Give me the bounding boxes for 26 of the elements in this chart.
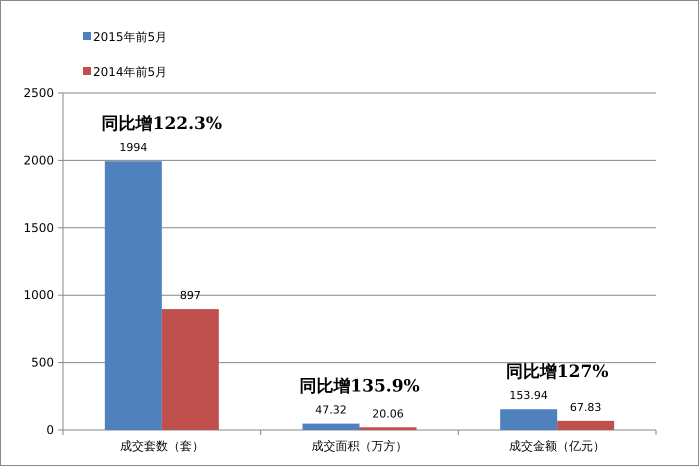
bar xyxy=(302,424,360,430)
legend-label: 2014年前5月 xyxy=(93,65,168,79)
x-tick-label: 成交套数（套） xyxy=(120,439,204,453)
bar xyxy=(360,427,416,430)
data-label: 20.06 xyxy=(372,407,404,420)
bar xyxy=(104,161,162,430)
y-tick-label: 1000 xyxy=(23,288,54,302)
y-tick-label: 0 xyxy=(46,423,54,437)
data-label: 67.83 xyxy=(570,400,602,414)
data-label: 47.32 xyxy=(315,404,347,417)
y-tick-label: 1500 xyxy=(23,220,54,235)
bar xyxy=(557,420,614,430)
y-tick-label: 2000 xyxy=(23,153,54,168)
annotation: 同比增122.3% xyxy=(102,114,222,134)
annotation: 同比增135.9% xyxy=(299,376,420,397)
annotation: 同比增127% xyxy=(506,362,608,382)
bar xyxy=(162,309,219,430)
bar xyxy=(500,409,558,430)
x-tick-label: 成交面积（万方） xyxy=(312,439,408,453)
data-label: 153.94 xyxy=(509,389,548,402)
data-label: 1994 xyxy=(119,141,148,154)
y-tick-label: 500 xyxy=(31,356,54,370)
data-label: 897 xyxy=(180,289,201,302)
y-tick-label: 2500 xyxy=(23,86,54,100)
legend-label: 2015年前5月 xyxy=(93,30,168,44)
x-tick-label: 成交金额（亿元） xyxy=(509,439,606,453)
